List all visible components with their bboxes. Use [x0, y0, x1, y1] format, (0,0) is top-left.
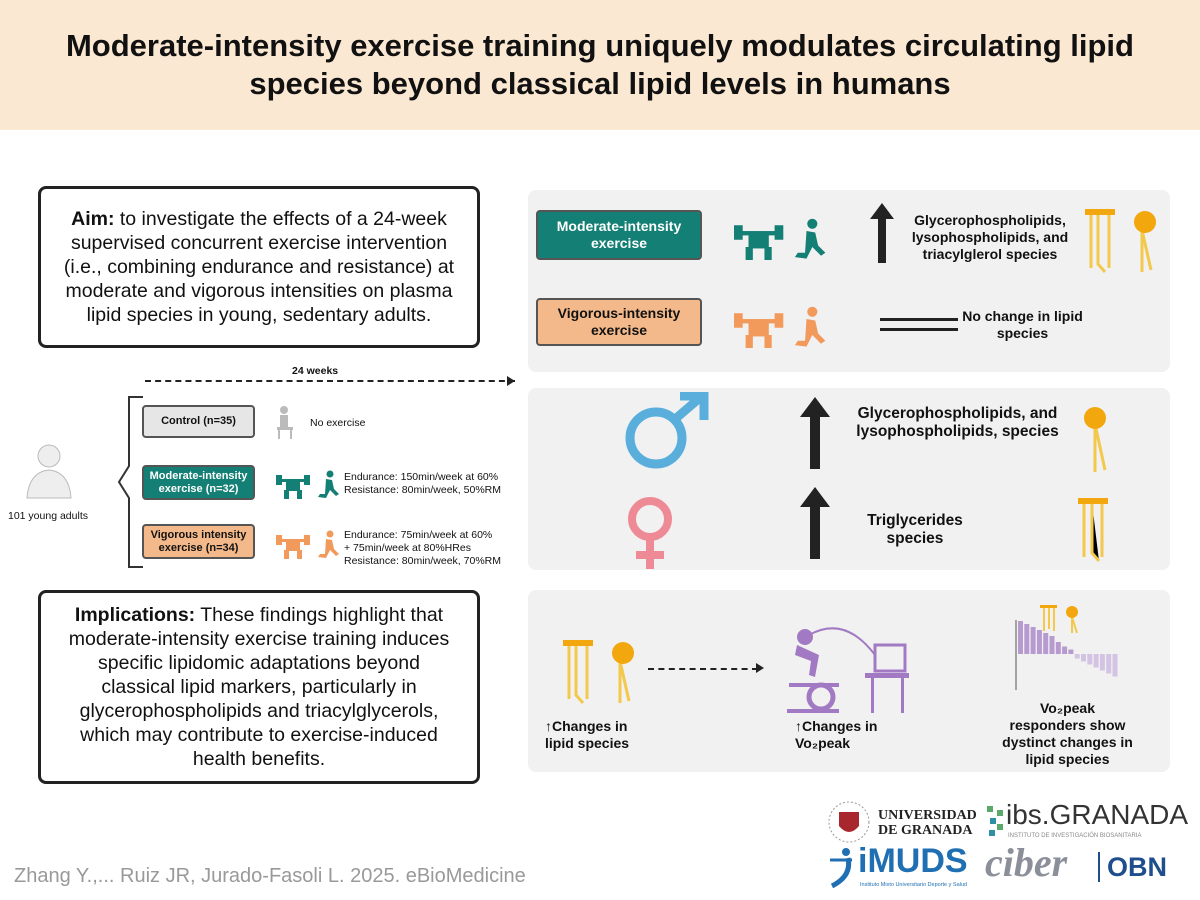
waterfall-bar [1055, 642, 1061, 654]
lipid-changes-label: ↑Changes in lipid species [545, 718, 630, 751]
waterfall-bar [1036, 630, 1042, 654]
weightlifting-running-icon [276, 470, 339, 499]
lysophospholipid-icon [1084, 407, 1107, 472]
vigorous-resistance: Resistance: 80min/week, 70%RM [344, 555, 501, 567]
arrow-head-icon [507, 376, 515, 386]
implications-label: Implications: [74, 604, 196, 626]
control-desc: No exercise [310, 417, 366, 429]
male-symbol-icon [625, 392, 709, 469]
weightlifting-running-icon [734, 218, 826, 260]
female-effect: Triglycerides species [867, 512, 963, 547]
timeline-arrow [145, 380, 515, 382]
waterfall-plot-icon [1015, 620, 1118, 690]
up-arrow-icon [800, 487, 830, 559]
ugr-seal-logo [828, 801, 870, 843]
cycling-test-icon [787, 627, 909, 713]
moderate-desc: Endurance: 150min/week at 60% Resistance:… [344, 471, 501, 497]
implications-box: Implications: These findings highlight t… [38, 590, 480, 784]
waterfall-bar [1074, 654, 1080, 659]
responders-label: Vo₂peak responders show dystinct changes… [1002, 700, 1133, 767]
imuds-runner-logo [830, 848, 852, 888]
waterfall-bar [1049, 636, 1055, 654]
up-arrow-icon [800, 397, 830, 469]
waterfall-bar [1018, 621, 1023, 654]
equals-icon [880, 318, 958, 331]
lipid-icon [1040, 605, 1078, 633]
waterfall-bar [1068, 649, 1074, 654]
group-control: Control (n=35) [142, 405, 255, 438]
weightlifting-running-icon [276, 530, 339, 559]
ibs-logo: ibs.GRANADA [1006, 799, 1189, 830]
ibs-subtitle: INSTITUTO DE INVESTIGACIÓN BIOSANITARIA [1008, 833, 1142, 839]
sitting-person-icon [277, 406, 293, 439]
vo2peak-panel [528, 590, 1170, 772]
citation: Zhang Y.,... Ruiz JR, Jurado-Fasoli L. 2… [14, 865, 526, 887]
waterfall-bar [1043, 633, 1049, 654]
vigorous-label: Vigorous-intensity exercise [536, 298, 702, 346]
female-symbol-icon [628, 497, 672, 569]
obn-logo: OBN [1107, 852, 1167, 882]
vigorous-endurance-1: Endurance: 75min/week at 60% [344, 529, 493, 541]
aim-label: Aim: [71, 208, 115, 230]
lipid-icon [1085, 209, 1156, 273]
waterfall-bar [1093, 654, 1099, 668]
waterfall-bar [1106, 654, 1112, 674]
triglyceride-icon [1078, 498, 1108, 562]
male-effect: Glycerophospholipids, and lysophospholip… [856, 405, 1059, 440]
moderate-endurance: Endurance: 150min/week at 60% [344, 471, 499, 483]
imuds-subtitle: Instituto Mixto Universitario Deporte y … [860, 882, 967, 888]
waterfall-bar [1024, 624, 1030, 654]
person-icon [26, 444, 72, 499]
dashed-arrow [648, 668, 758, 670]
moderate-effect: Glycerophospholipids, lysophospholipids,… [911, 212, 1069, 262]
waterfall-bar [1099, 654, 1105, 671]
ugr-logo: UNIVERSIDAD DE GRANADA [878, 808, 977, 838]
weightlifting-running-icon [734, 306, 826, 348]
waterfall-bar [1081, 654, 1086, 662]
page-title: Moderate-intensity exercise training uni… [0, 0, 1200, 130]
up-arrow-icon [870, 203, 894, 263]
logo-divider [1098, 852, 1100, 882]
ciber-logo: ciber [985, 840, 1068, 885]
arrow-head-icon [756, 663, 764, 673]
vo2-changes-label: ↑Changes in Vo₂peak [795, 718, 878, 751]
duration-label: 24 weeks [292, 365, 339, 377]
aim-text: to investigate the effects of a 24-week … [63, 208, 455, 326]
group-bracket [117, 396, 143, 568]
vigorous-desc: Endurance: 75min/week at 60% + 75min/week… [344, 529, 501, 568]
waterfall-bar [1112, 654, 1118, 677]
vigorous-endurance-2: + 75min/week at 80%HRes [344, 542, 471, 554]
group-moderate: Moderate-intensity exercise (n=32) [142, 465, 255, 500]
participants-label: 101 young adults [8, 510, 88, 522]
waterfall-bar [1030, 627, 1036, 654]
ibs-logo-mark [987, 806, 1003, 836]
waterfall-bar [1087, 654, 1093, 665]
vigorous-effect: No change in lipid species [962, 308, 1083, 341]
ugr-line1: UNIVERSIDAD [878, 808, 977, 823]
waterfall-bar [1062, 646, 1068, 654]
moderate-label: Moderate-intensity exercise [536, 210, 702, 260]
ugr-line2: DE GRANADA [878, 823, 973, 838]
moderate-resistance: Resistance: 80min/week, 50%RM [344, 484, 501, 496]
imuds-logo: iMUDS [858, 842, 968, 880]
group-vigorous: Vigorous intensity exercise (n=34) [142, 524, 255, 559]
implications-text: These findings highlight that moderate-i… [68, 604, 450, 770]
aim-box: Aim: to investigate the effects of a 24-… [38, 186, 480, 348]
lipid-icon [563, 640, 634, 704]
